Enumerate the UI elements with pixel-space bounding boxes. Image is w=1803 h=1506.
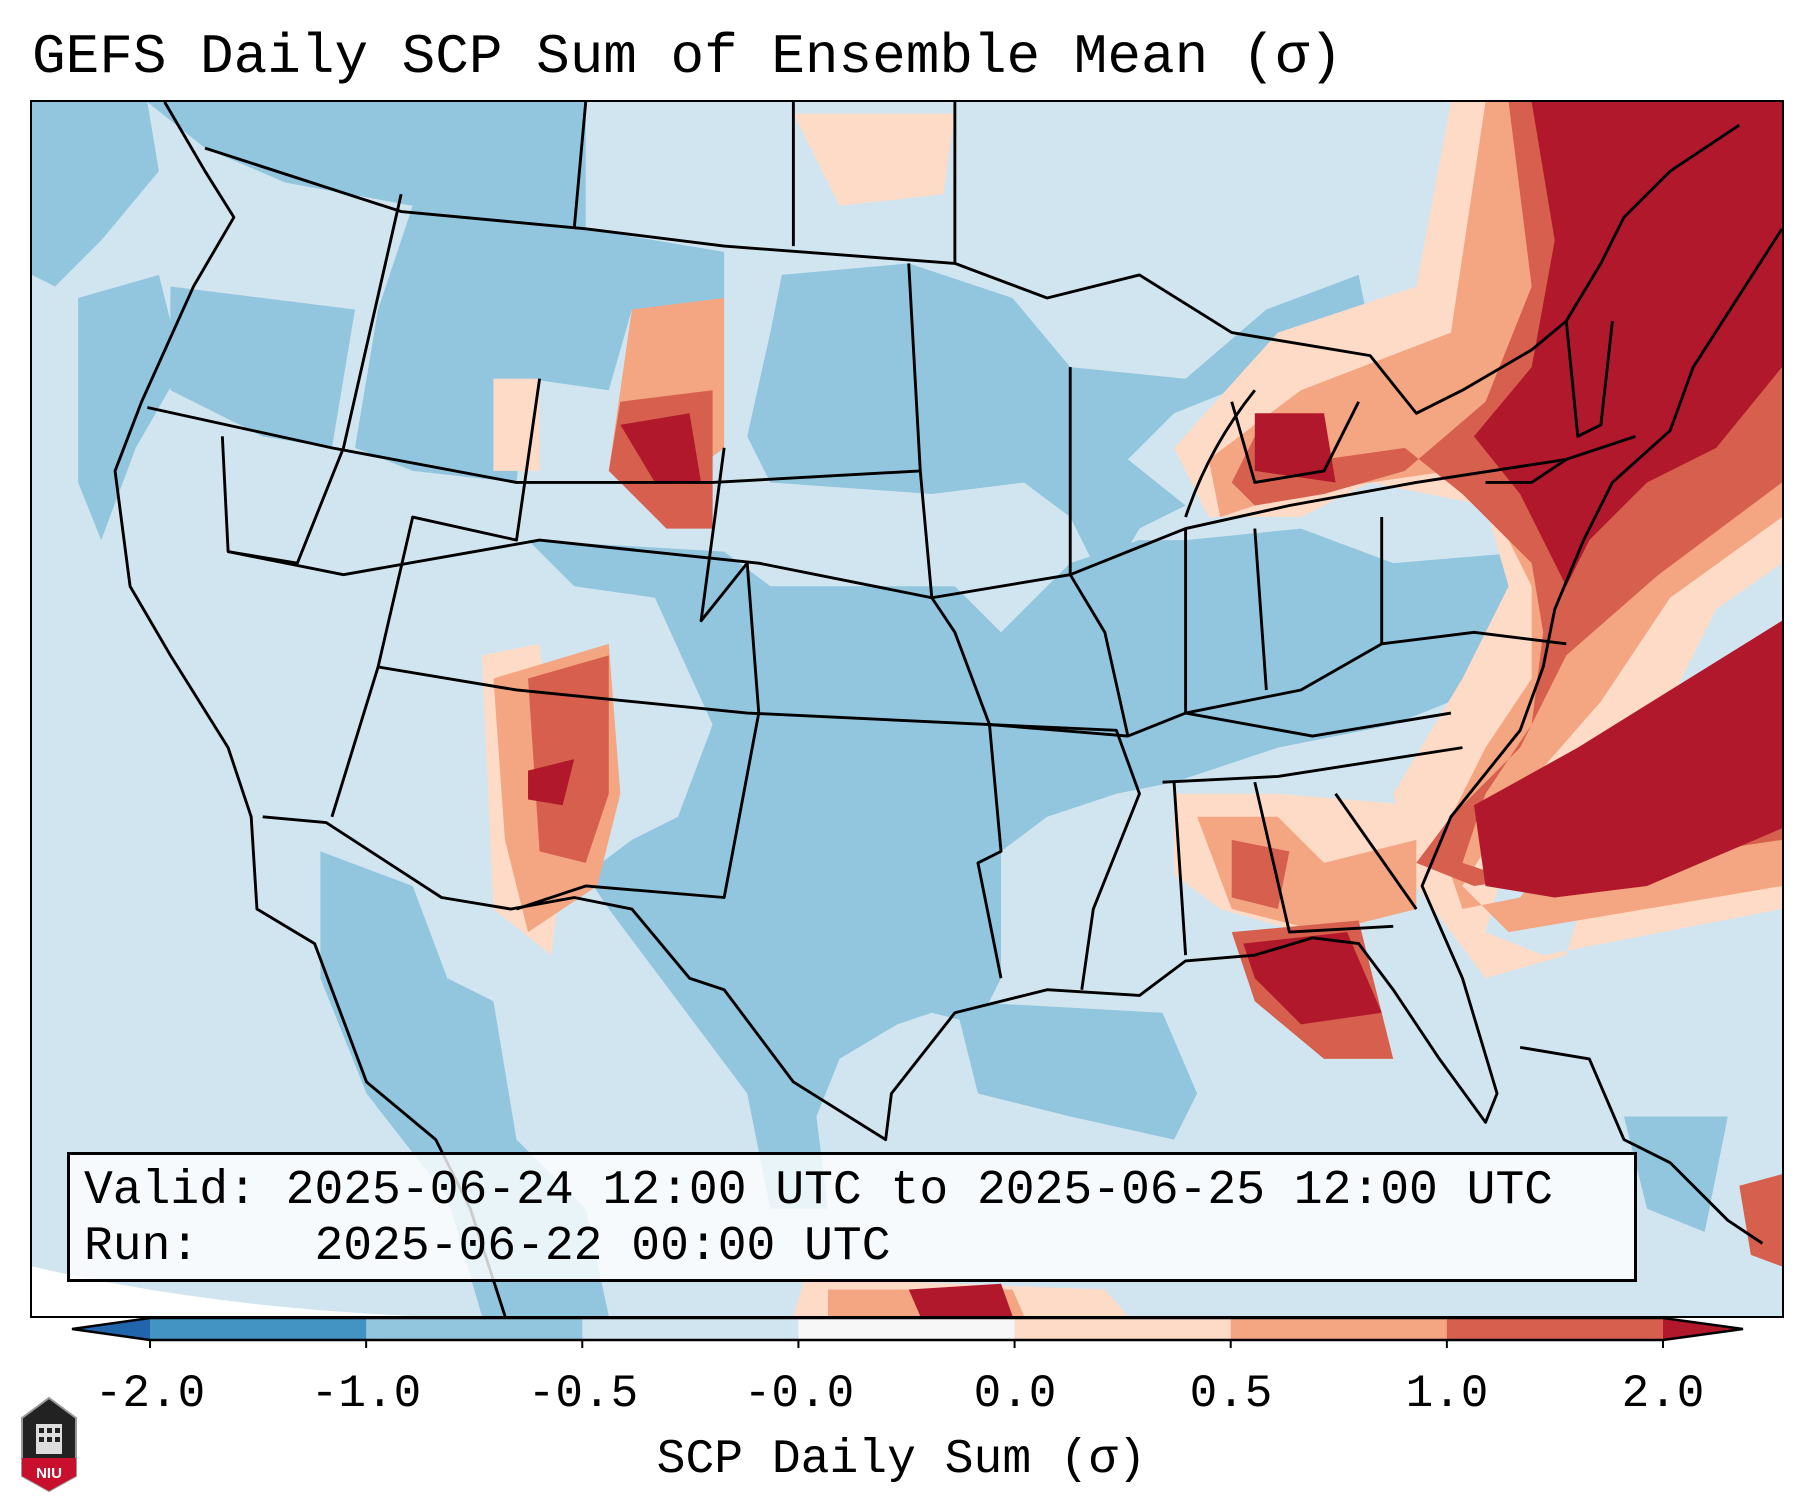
chart-title: GEFS Daily SCP Sum of Ensemble Mean (σ)	[32, 25, 1343, 89]
colorbar-tick-label: -2.0	[94, 1368, 206, 1420]
validity-info-box: Valid: 2025-06-24 12:00 UTC to 2025-06-2…	[67, 1152, 1637, 1282]
colorbar-tick-label: 2.0	[1621, 1368, 1705, 1420]
logo-text: NIU	[36, 1465, 62, 1482]
outside-projection-area	[32, 1266, 413, 1316]
colorbar-bin	[1446, 1318, 1664, 1340]
colorbar-bin	[1230, 1318, 1448, 1340]
run-time: 2025-06-22 00:00 UTC	[314, 1220, 891, 1274]
colorbar-tick-label: 0.0	[973, 1368, 1057, 1420]
scp-heatmap	[32, 102, 1782, 1316]
colorbar-tick-label: -0.0	[743, 1368, 855, 1420]
colorbar-bin	[150, 1318, 367, 1340]
colorbar-label: SCP Daily Sum (σ)	[656, 1433, 1147, 1487]
valid-label: Valid:	[84, 1164, 257, 1218]
colorbar-extend-high	[1663, 1318, 1743, 1340]
colorbar-tick-label: 0.5	[1189, 1368, 1273, 1420]
colorbar-bin	[1014, 1318, 1232, 1340]
colorbar-tick-label: 1.0	[1405, 1368, 1489, 1420]
colorbar-bin	[366, 1318, 583, 1340]
valid-time-range: 2025-06-24 12:00 UTC to 2025-06-25 12:00…	[285, 1164, 1554, 1218]
colorbar-extend-low	[72, 1318, 150, 1340]
colorbar	[71, 1318, 1744, 1348]
colorbar-bin	[582, 1318, 799, 1340]
run-label: Run:	[84, 1220, 200, 1274]
niu-logo: NIU	[21, 1396, 77, 1492]
negative-anomaly-areas	[32, 102, 1728, 1316]
colorbar-bin	[798, 1318, 1016, 1340]
coastlines-and-borders	[113, 102, 1782, 1316]
colorbar-tick-label: -0.5	[527, 1368, 639, 1420]
colorbar-tick-label: -1.0	[310, 1368, 422, 1420]
positive-anomaly-areas-extreme	[528, 102, 1782, 1316]
map-panel	[30, 100, 1784, 1318]
